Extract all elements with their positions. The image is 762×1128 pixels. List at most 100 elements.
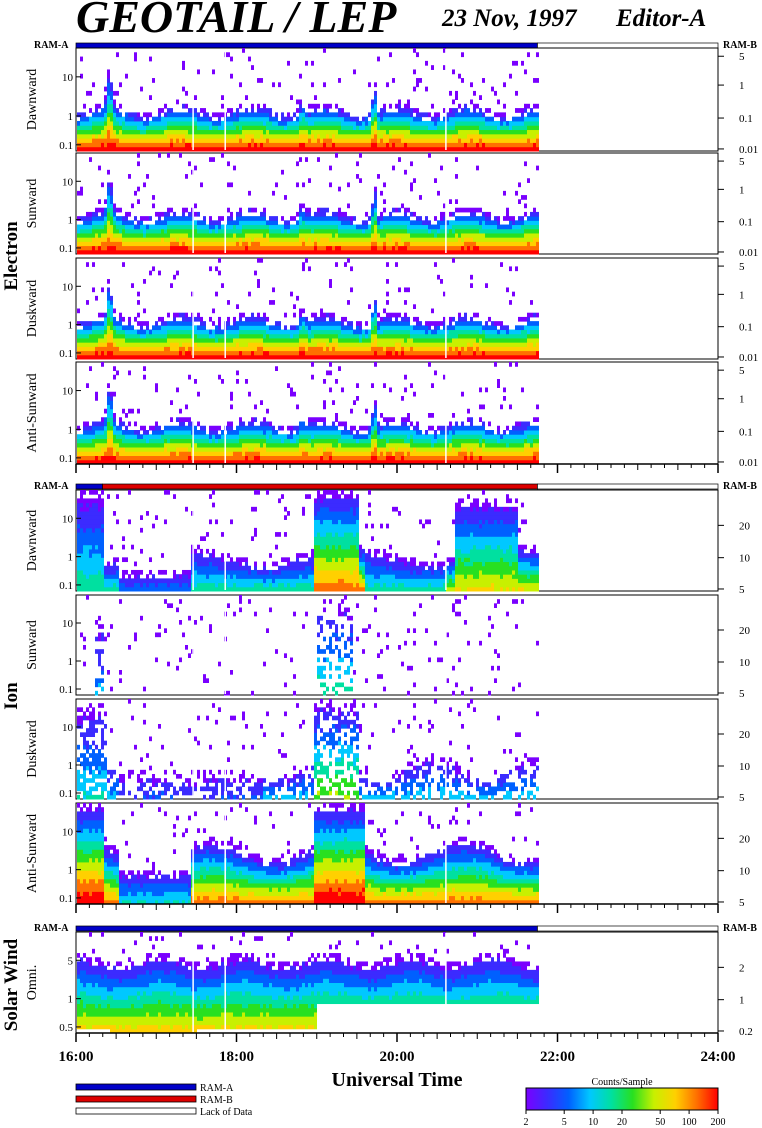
spectrogram-cell xyxy=(101,354,104,360)
spectrogram-cell xyxy=(176,342,179,347)
spectrogram-cell xyxy=(137,133,140,139)
spectrogram-cell xyxy=(206,116,209,122)
spectrogram-cell xyxy=(515,146,518,152)
spectrogram-cell xyxy=(515,346,518,352)
spectrogram-cell xyxy=(338,129,341,135)
spectrogram-cell xyxy=(401,337,404,343)
spectrogram-cell xyxy=(119,207,122,213)
spectrogram-cell xyxy=(476,220,479,226)
spectrogram-cell xyxy=(443,211,446,217)
spectrogram-cell xyxy=(77,321,80,326)
spectrogram-cell xyxy=(77,120,80,126)
spectrogram-cell xyxy=(110,146,113,152)
spectrogram-cell xyxy=(530,216,533,221)
spectrogram-cell xyxy=(290,325,293,331)
spectrogram-cell xyxy=(404,216,407,221)
spectrogram-cell xyxy=(227,329,230,335)
spectrogram-cell xyxy=(182,312,185,318)
spectrogram-cell xyxy=(116,438,119,444)
spectrogram-cell xyxy=(371,203,374,209)
spectrogram-cell xyxy=(239,312,242,318)
spectrogram-cell xyxy=(389,329,392,335)
spectrogram-cell xyxy=(119,333,122,339)
spectrogram-cell xyxy=(278,354,281,360)
spectrogram-cell xyxy=(344,129,347,135)
spectrogram-cell xyxy=(362,346,365,352)
spectrogram-cell xyxy=(431,329,434,335)
spectrogram-cell xyxy=(437,342,440,347)
spectrogram-cell xyxy=(230,182,233,188)
spectrogram-cell xyxy=(338,220,341,226)
spectrogram-cell xyxy=(470,354,473,360)
spectrogram-cell xyxy=(302,249,305,255)
spectrogram-cell xyxy=(512,138,515,143)
spectrogram-cell xyxy=(77,346,80,352)
spectrogram-cell xyxy=(263,146,266,152)
spectrogram-cell xyxy=(230,237,233,242)
spectrogram-cell xyxy=(287,237,290,242)
spectrogram-cell xyxy=(254,232,257,238)
spectrogram-cell xyxy=(332,112,335,118)
spectrogram-cell xyxy=(341,220,344,226)
spectrogram-cell xyxy=(476,216,479,221)
group-label-ion: Ion xyxy=(1,682,22,710)
spectrogram-cell xyxy=(458,73,461,79)
spectrogram-cell xyxy=(344,211,347,217)
spectrogram-cell xyxy=(104,142,107,148)
spectrogram-cell xyxy=(149,346,152,352)
spectrogram-cell xyxy=(452,220,455,226)
spectrogram-cell xyxy=(452,99,455,105)
spectrogram-cell xyxy=(524,245,527,251)
spectrogram-cell xyxy=(506,138,509,143)
spectrogram-cell xyxy=(131,241,134,247)
spectrogram-cell xyxy=(353,329,356,335)
spectrogram-cell xyxy=(257,325,260,331)
spectrogram-cell xyxy=(380,241,383,247)
spectrogram-cell xyxy=(110,232,113,238)
spectrogram-cell xyxy=(182,129,185,135)
spectrogram-cell xyxy=(152,350,155,356)
spectrogram-cell xyxy=(428,333,431,339)
spectrogram-cell xyxy=(215,241,218,247)
spectrogram-cell xyxy=(308,321,311,326)
spectrogram-cell xyxy=(239,216,242,221)
spectrogram-cell xyxy=(146,333,149,339)
spectrogram-cell xyxy=(302,337,305,343)
spectrogram-cell xyxy=(293,133,296,139)
spectrogram-cell xyxy=(386,82,389,88)
spectrogram-cell xyxy=(269,224,272,230)
spectrogram-cell xyxy=(455,146,458,152)
spectrogram-cell xyxy=(206,333,209,339)
spectrogram-cell xyxy=(170,241,173,247)
spectrogram-cell xyxy=(122,120,125,126)
spectrogram-cell xyxy=(443,142,446,148)
spectrogram-cell xyxy=(140,232,143,238)
spectrogram-cell xyxy=(293,138,296,143)
spectrogram-cell xyxy=(380,224,383,230)
spectrogram-cell xyxy=(221,283,224,288)
spectrogram-cell xyxy=(302,241,305,247)
spectrogram-cell xyxy=(242,220,245,226)
spectrogram-cell xyxy=(527,133,530,139)
spectrogram-cell xyxy=(80,346,83,352)
spectrogram-cell xyxy=(278,342,281,347)
spectrogram-cell xyxy=(173,312,176,318)
spectrogram-cell xyxy=(275,216,278,221)
spectrogram-cell xyxy=(362,220,365,226)
spectrogram-cell xyxy=(350,354,353,360)
spectrogram-cell xyxy=(275,329,278,335)
spectrogram-cell xyxy=(251,146,254,152)
spectrogram-cell xyxy=(296,211,299,217)
spectrogram-cell xyxy=(431,342,434,347)
spectrogram-cell xyxy=(401,346,404,352)
spectrogram-cell xyxy=(365,321,368,326)
spectrogram-cell xyxy=(206,138,209,143)
spectrogram-cell xyxy=(134,112,137,118)
spectrogram-cell xyxy=(320,116,323,122)
spectrogram-cell xyxy=(449,337,452,343)
spectrogram-cell xyxy=(296,249,299,255)
spectrogram-cell xyxy=(251,316,254,322)
spectrogram-cell xyxy=(422,249,425,255)
spectrogram-cell xyxy=(413,178,416,183)
spectrogram-cell xyxy=(257,279,260,284)
